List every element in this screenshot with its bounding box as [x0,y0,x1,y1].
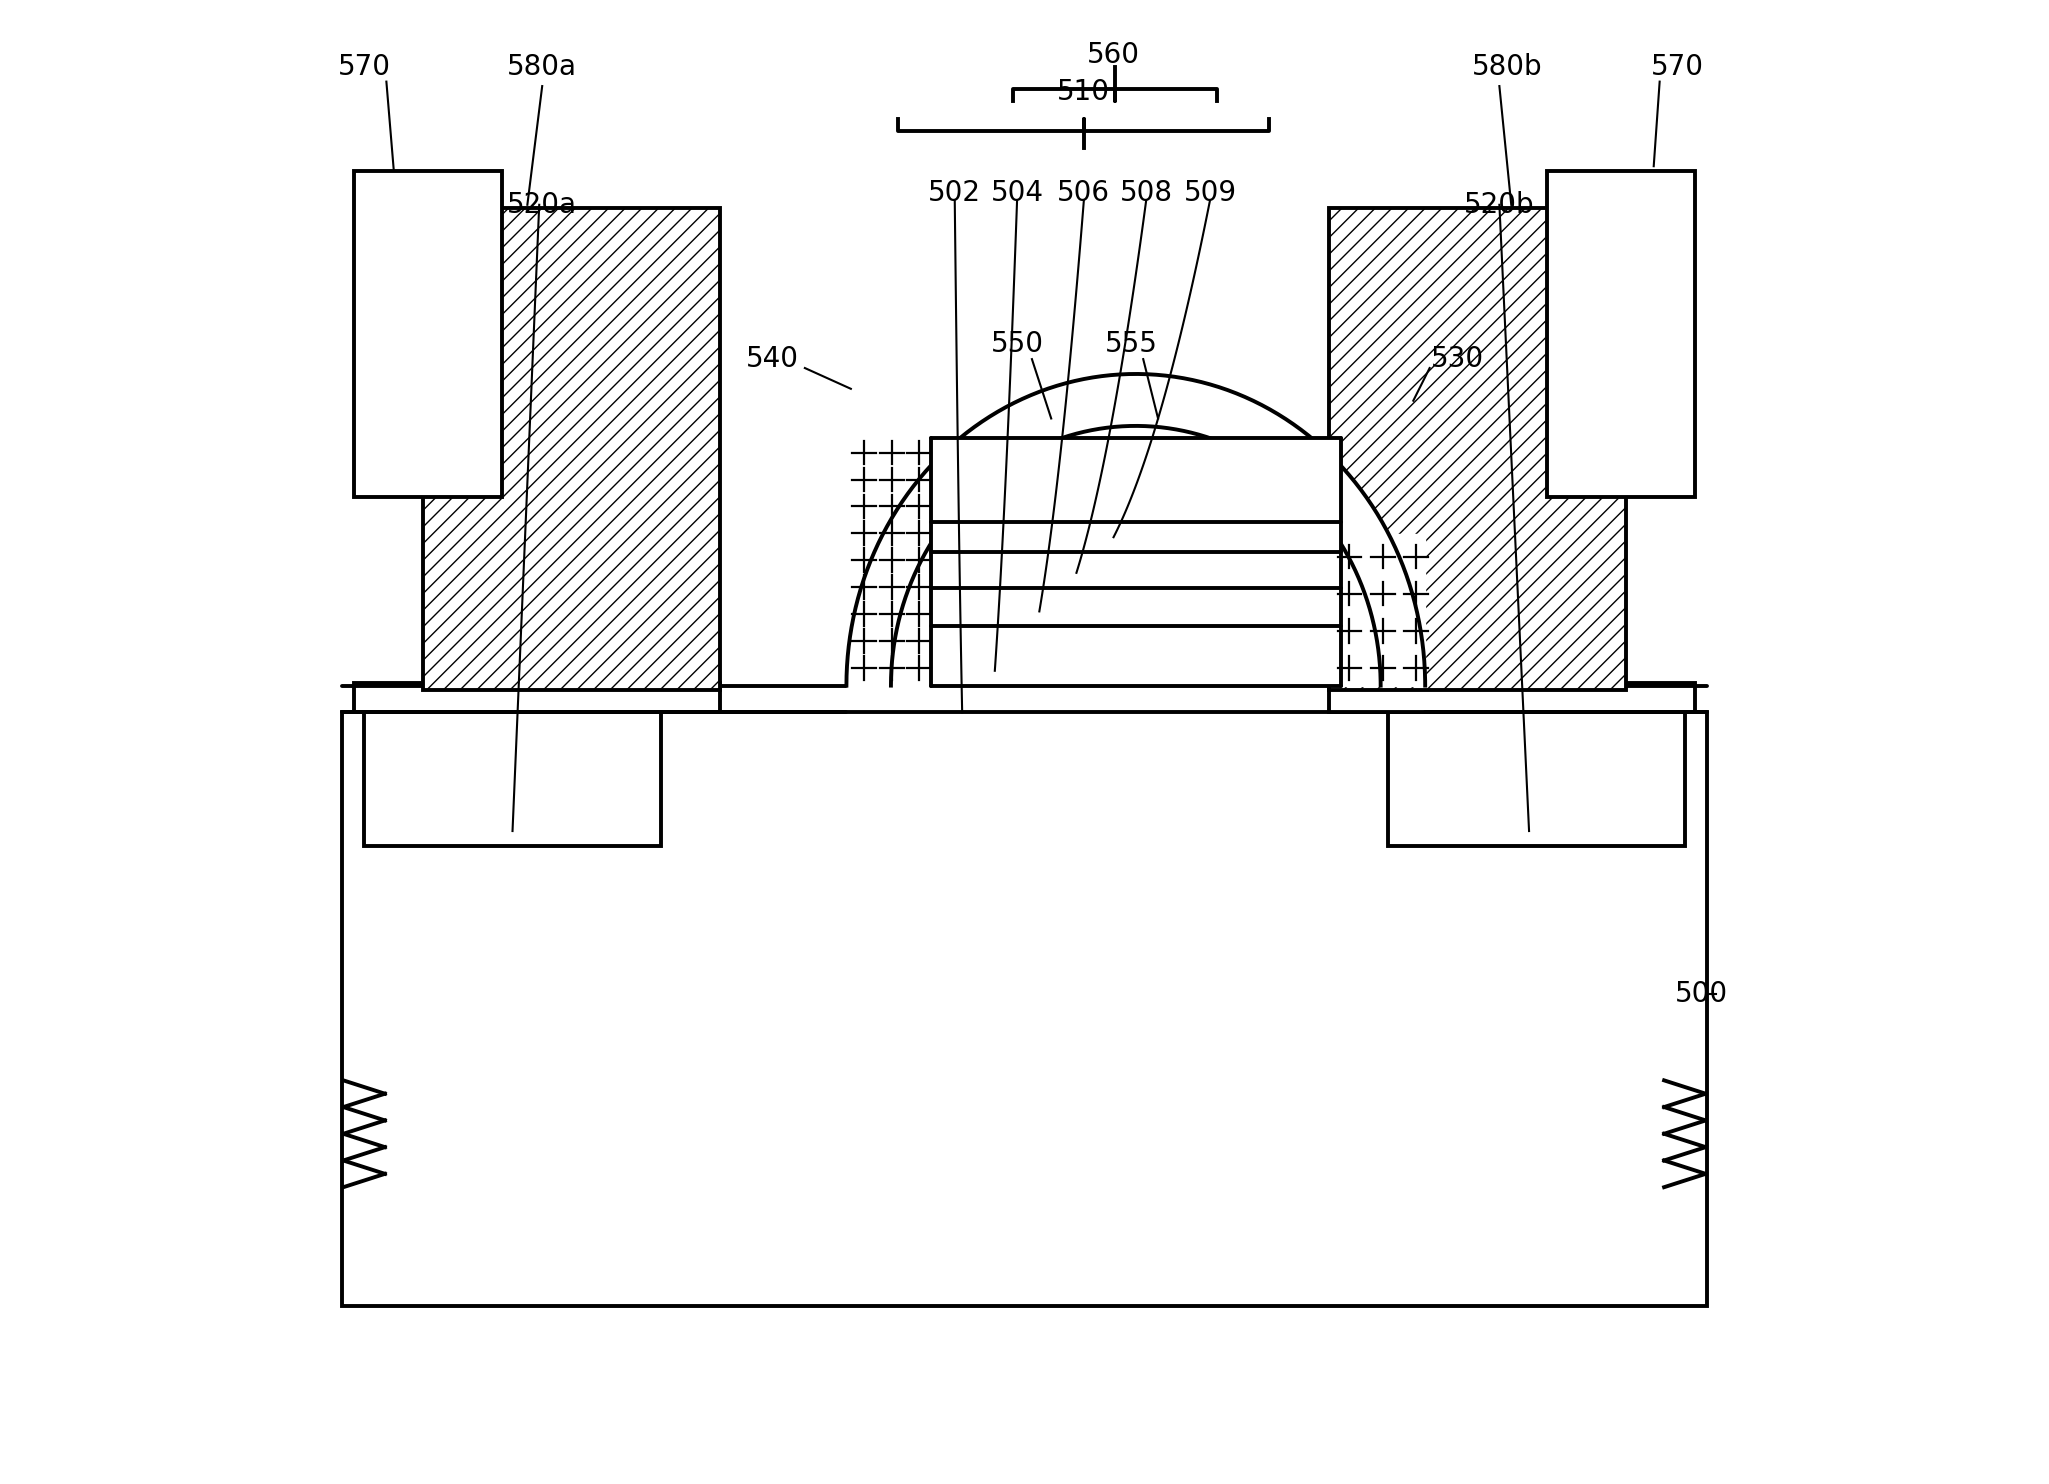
Bar [930,438,1340,686]
Text: 509: 509 [1184,180,1236,206]
Text: 540: 540 [746,346,799,372]
Bar [1387,712,1684,846]
Text: 550: 550 [990,331,1043,358]
Polygon shape [1340,534,1426,686]
Text: 560: 560 [1088,42,1139,68]
Text: 502: 502 [928,180,981,206]
Polygon shape [891,426,1381,686]
Text: 520b: 520b [1465,191,1535,218]
Bar [354,683,721,712]
Text: 580b: 580b [1471,53,1543,80]
Text: 520a: 520a [508,191,578,218]
Text: 504: 504 [990,180,1043,206]
Bar [342,712,1707,1306]
Text: 555: 555 [1104,331,1158,358]
Bar [354,171,502,497]
Bar [1328,683,1695,712]
Text: 508: 508 [1119,180,1172,206]
Bar [1547,171,1695,497]
Text: 510: 510 [1057,79,1111,105]
Text: 570: 570 [338,53,391,80]
Polygon shape [846,416,930,686]
Bar [1328,208,1625,690]
Polygon shape [846,374,1426,686]
Bar [424,208,721,690]
Bar [365,712,662,846]
Text: 570: 570 [1651,53,1705,80]
Text: 500: 500 [1674,981,1727,1008]
Text: 506: 506 [1057,180,1111,206]
Text: 580a: 580a [508,53,578,80]
Text: 530: 530 [1432,346,1483,372]
